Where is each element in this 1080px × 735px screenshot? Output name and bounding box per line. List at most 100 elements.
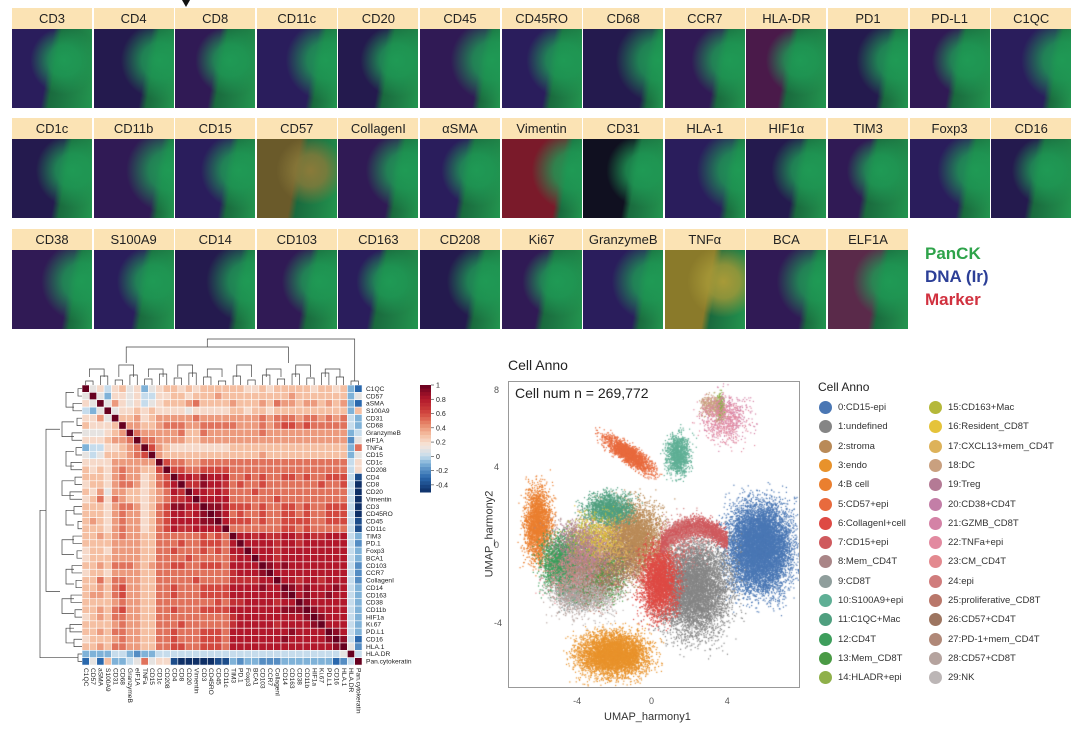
heatmap-cell	[111, 480, 120, 489]
heatmap-cell	[339, 620, 348, 629]
heatmap-cell	[155, 635, 164, 644]
heatmap-cell	[229, 613, 238, 622]
heatmap-cell	[317, 480, 326, 489]
legend-item: 28:CD57+CD8T	[929, 651, 1016, 666]
heatmap-cell	[89, 399, 98, 408]
heatmap-cell	[214, 428, 223, 437]
heatmap-cell	[140, 546, 149, 555]
column-label: GranzymeB	[126, 668, 133, 703]
heatmap-cell	[317, 591, 326, 600]
umap-title: Cell Anno	[508, 357, 568, 373]
heatmap-cell	[280, 561, 289, 570]
heatmap-cell	[170, 495, 179, 504]
marker-panel: CD45	[420, 8, 500, 108]
heatmap-cell	[229, 399, 238, 408]
heatmap-cell	[133, 421, 142, 430]
row-label: CD3	[366, 504, 380, 511]
marker-label: CD14	[175, 229, 256, 250]
heatmap-cell	[258, 406, 267, 415]
heatmap-cell	[258, 627, 267, 636]
heatmap-cell	[162, 568, 171, 577]
heatmap-cell	[273, 480, 282, 489]
heatmap-cell	[125, 627, 134, 636]
heatmap-cell	[258, 399, 267, 408]
heatmap-cell	[265, 546, 274, 555]
heatmap-cell	[324, 546, 333, 555]
heatmap-cell	[302, 414, 311, 423]
heatmap-cell	[206, 524, 215, 533]
legend-item: 23:CM_CD4T	[929, 555, 1006, 569]
heatmap-cell	[148, 502, 157, 511]
heatmap-cell	[111, 421, 120, 430]
heatmap-cell	[118, 620, 127, 629]
heatmap-cell	[317, 451, 326, 459]
heatmap-cell	[354, 576, 363, 585]
heatmap-cell	[280, 576, 289, 585]
heatmap-cell	[155, 406, 164, 415]
heatmap-cell	[354, 591, 363, 600]
heatmap-cell	[162, 487, 171, 496]
heatmap-cell	[206, 406, 215, 415]
heatmap-cell	[265, 451, 274, 459]
heatmap-cell	[280, 384, 289, 393]
heatmap-cell	[324, 436, 333, 445]
heatmap-cell	[89, 458, 98, 467]
heatmap-cell	[243, 436, 252, 445]
heatmap-cell	[243, 620, 252, 629]
heatmap-cell	[229, 458, 238, 467]
heatmap-cell	[265, 428, 274, 437]
heatmap-cell	[206, 473, 215, 482]
heatmap-cell	[273, 509, 282, 518]
heatmap-cell	[103, 591, 112, 600]
heatmap-cell	[332, 458, 341, 467]
heatmap-cell	[206, 502, 215, 511]
marker-label: αSMA	[420, 118, 500, 139]
heatmap-cell	[273, 465, 282, 474]
heatmap-cell	[236, 635, 245, 644]
heatmap-cell	[280, 495, 289, 504]
heatmap-cell	[81, 517, 90, 526]
column-label: PD.L1	[325, 668, 332, 687]
row-label: GranzymeB	[366, 430, 401, 437]
column-label: CD20	[185, 668, 192, 685]
heatmap-cell	[192, 436, 201, 445]
heatmap-cell	[288, 465, 297, 474]
heatmap-cell	[96, 613, 105, 622]
heatmap-cell	[280, 627, 289, 636]
heatmap-cell	[302, 406, 311, 415]
marker-label: Ki67	[501, 229, 582, 250]
heatmap-cell	[199, 568, 208, 577]
colorbar-segment	[420, 406, 431, 411]
heatmap-cell	[332, 509, 341, 518]
heatmap-cell	[177, 532, 186, 541]
heatmap-cell	[258, 568, 267, 577]
heatmap-cell	[288, 635, 297, 644]
heatmap-cell	[177, 480, 186, 489]
heatmap-cell	[140, 392, 149, 401]
heatmap-cell	[162, 495, 171, 504]
marker-panel: GranzymeB	[583, 229, 664, 329]
marker-panel: Ki67	[501, 229, 582, 329]
heatmap-cell	[111, 635, 120, 644]
heatmap-cell	[221, 487, 230, 496]
heatmap-cell	[199, 532, 208, 541]
heatmap-cell	[295, 627, 304, 636]
heatmap-cell	[229, 384, 238, 393]
heatmap-cell	[140, 414, 149, 423]
heatmap-cell	[81, 635, 90, 644]
heatmap-cell	[310, 620, 319, 629]
heatmap-cell	[221, 554, 230, 563]
heatmap-cell	[354, 495, 363, 504]
heatmap-cell	[96, 399, 105, 408]
column-label: aSMA	[97, 668, 104, 687]
heatmap-cell	[155, 539, 164, 548]
heatmap-cell	[288, 451, 297, 459]
heatmap-cell	[103, 517, 112, 526]
heatmap-cell	[162, 458, 171, 467]
heatmap-cell	[111, 650, 120, 658]
heatmap-cell	[148, 650, 157, 658]
heatmap-cell	[339, 635, 348, 644]
heatmap-cell	[177, 392, 186, 401]
heatmap-cell	[347, 384, 355, 393]
heatmap-cell	[148, 384, 157, 393]
